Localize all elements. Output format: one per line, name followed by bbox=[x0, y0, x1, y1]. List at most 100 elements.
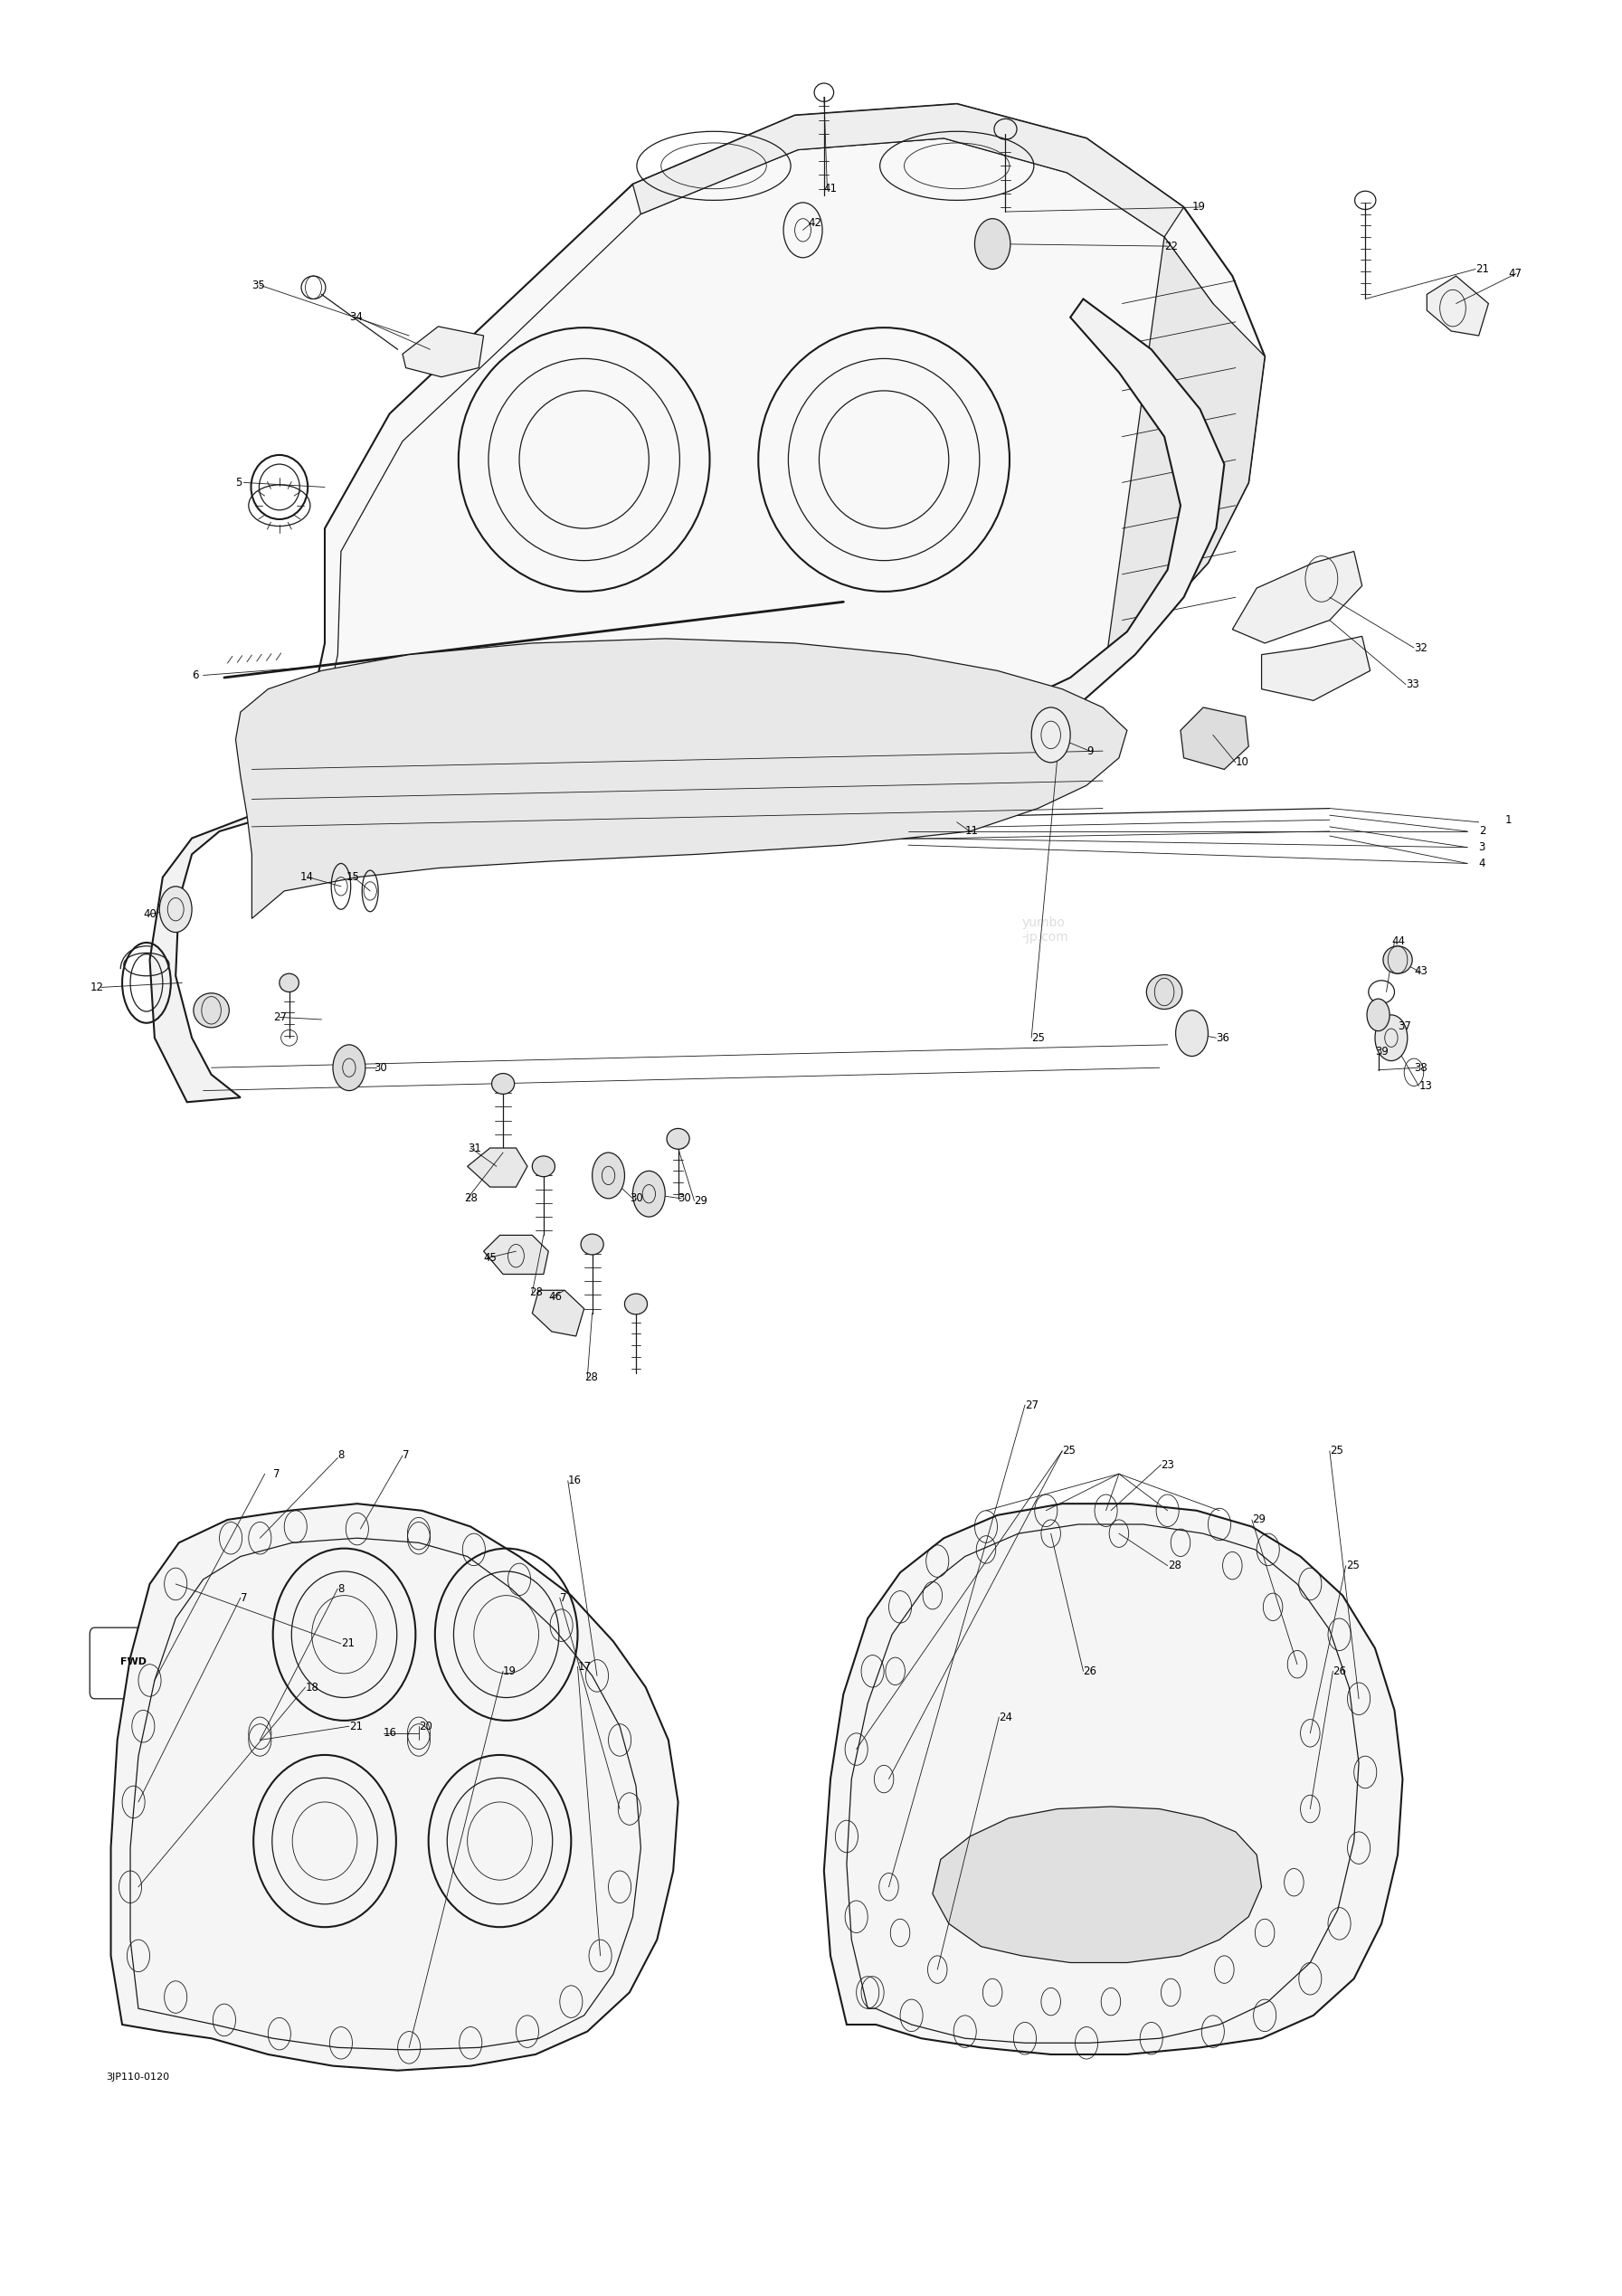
Text: 45: 45 bbox=[483, 1251, 496, 1265]
Text: 25: 25 bbox=[1032, 1031, 1045, 1045]
Text: 33: 33 bbox=[1406, 680, 1419, 691]
Text: 30: 30 bbox=[678, 1192, 691, 1205]
Text: 8: 8 bbox=[337, 1449, 344, 1460]
Polygon shape bbox=[149, 298, 1225, 1102]
Text: 21: 21 bbox=[1476, 264, 1489, 276]
Text: 29: 29 bbox=[1252, 1513, 1265, 1525]
Circle shape bbox=[1176, 1010, 1208, 1056]
Text: 6: 6 bbox=[191, 670, 198, 682]
Circle shape bbox=[159, 886, 191, 932]
Text: 43: 43 bbox=[1414, 964, 1427, 978]
Text: 42: 42 bbox=[808, 218, 821, 230]
Text: yumbo-jp.com: yumbo-jp.com bbox=[1216, 1690, 1296, 1729]
Ellipse shape bbox=[491, 1075, 514, 1095]
Ellipse shape bbox=[1147, 976, 1182, 1010]
FancyBboxPatch shape bbox=[89, 1628, 177, 1699]
Text: 18: 18 bbox=[305, 1681, 320, 1692]
Text: 37: 37 bbox=[1398, 1019, 1411, 1033]
Text: 23: 23 bbox=[1161, 1458, 1174, 1469]
Text: 7: 7 bbox=[402, 1449, 409, 1460]
Polygon shape bbox=[633, 103, 1184, 236]
Text: 14: 14 bbox=[300, 872, 315, 884]
Text: 47: 47 bbox=[1508, 269, 1521, 280]
Ellipse shape bbox=[667, 1130, 689, 1148]
Text: 13: 13 bbox=[1419, 1079, 1432, 1093]
Text: 2: 2 bbox=[1479, 827, 1486, 838]
Polygon shape bbox=[1262, 636, 1371, 700]
Circle shape bbox=[633, 1171, 665, 1217]
Text: 27: 27 bbox=[1025, 1398, 1038, 1410]
Ellipse shape bbox=[193, 994, 229, 1029]
Polygon shape bbox=[235, 638, 1127, 918]
Text: 7: 7 bbox=[240, 1591, 247, 1603]
Text: 15: 15 bbox=[345, 872, 360, 884]
Text: 30: 30 bbox=[373, 1061, 386, 1075]
Text: 28: 28 bbox=[529, 1286, 542, 1300]
Text: 7: 7 bbox=[560, 1591, 566, 1603]
Text: 21: 21 bbox=[341, 1637, 355, 1649]
Text: 20: 20 bbox=[418, 1720, 431, 1731]
Text: 39: 39 bbox=[1375, 1045, 1388, 1058]
Polygon shape bbox=[467, 1148, 527, 1187]
Text: 29: 29 bbox=[694, 1194, 707, 1208]
Text: 11: 11 bbox=[965, 827, 978, 838]
Polygon shape bbox=[483, 1235, 548, 1274]
Text: 41: 41 bbox=[824, 184, 837, 195]
Ellipse shape bbox=[624, 1293, 647, 1313]
Text: 7: 7 bbox=[272, 1467, 279, 1479]
Polygon shape bbox=[824, 1504, 1403, 2055]
Text: 27: 27 bbox=[272, 1010, 287, 1024]
Text: 25: 25 bbox=[1330, 1444, 1343, 1456]
Text: 31: 31 bbox=[467, 1141, 480, 1155]
Polygon shape bbox=[1427, 276, 1489, 335]
Text: 4: 4 bbox=[1479, 859, 1486, 870]
Text: 5: 5 bbox=[235, 478, 242, 489]
Text: 34: 34 bbox=[349, 312, 363, 324]
Circle shape bbox=[592, 1153, 624, 1199]
Polygon shape bbox=[532, 1290, 584, 1336]
Text: 8: 8 bbox=[337, 1582, 344, 1593]
Text: FWD: FWD bbox=[120, 1658, 146, 1667]
Polygon shape bbox=[1233, 551, 1362, 643]
Polygon shape bbox=[110, 1504, 678, 2071]
Polygon shape bbox=[402, 326, 483, 377]
Polygon shape bbox=[1181, 707, 1249, 769]
Text: 19: 19 bbox=[1192, 202, 1205, 214]
Text: 44: 44 bbox=[1392, 934, 1405, 948]
Text: 38: 38 bbox=[1414, 1061, 1427, 1075]
Text: 25: 25 bbox=[1346, 1559, 1359, 1570]
Text: 9: 9 bbox=[1087, 746, 1093, 758]
Circle shape bbox=[333, 1045, 365, 1091]
Text: 19: 19 bbox=[503, 1665, 517, 1676]
Text: 16: 16 bbox=[568, 1474, 581, 1486]
Text: 24: 24 bbox=[999, 1711, 1012, 1722]
Polygon shape bbox=[933, 1807, 1262, 1963]
Text: 30: 30 bbox=[629, 1192, 642, 1205]
Ellipse shape bbox=[532, 1155, 555, 1176]
Ellipse shape bbox=[1384, 946, 1413, 974]
Text: 12: 12 bbox=[89, 980, 104, 994]
Text: 1: 1 bbox=[1505, 815, 1512, 827]
Circle shape bbox=[1032, 707, 1071, 762]
Text: 36: 36 bbox=[1216, 1031, 1229, 1045]
Text: 40: 40 bbox=[143, 907, 157, 921]
Text: 25: 25 bbox=[1062, 1444, 1075, 1456]
Text: 26: 26 bbox=[1333, 1665, 1346, 1676]
Circle shape bbox=[1367, 999, 1390, 1031]
Text: 35: 35 bbox=[251, 280, 264, 292]
Ellipse shape bbox=[279, 974, 298, 992]
Text: yumbo-jp.com: yumbo-jp.com bbox=[1006, 585, 1087, 611]
Text: 16: 16 bbox=[383, 1727, 397, 1738]
Text: 28: 28 bbox=[1168, 1559, 1181, 1570]
Ellipse shape bbox=[581, 1233, 603, 1254]
Circle shape bbox=[975, 218, 1011, 269]
Text: 46: 46 bbox=[548, 1290, 561, 1304]
Text: 26: 26 bbox=[1083, 1665, 1096, 1676]
Circle shape bbox=[1375, 1015, 1408, 1061]
Polygon shape bbox=[886, 785, 1006, 822]
Text: 28: 28 bbox=[584, 1371, 597, 1384]
Text: 32: 32 bbox=[1414, 643, 1427, 654]
Text: 10: 10 bbox=[1236, 758, 1249, 769]
Text: 17: 17 bbox=[577, 1660, 590, 1671]
Text: 3: 3 bbox=[1479, 843, 1486, 854]
